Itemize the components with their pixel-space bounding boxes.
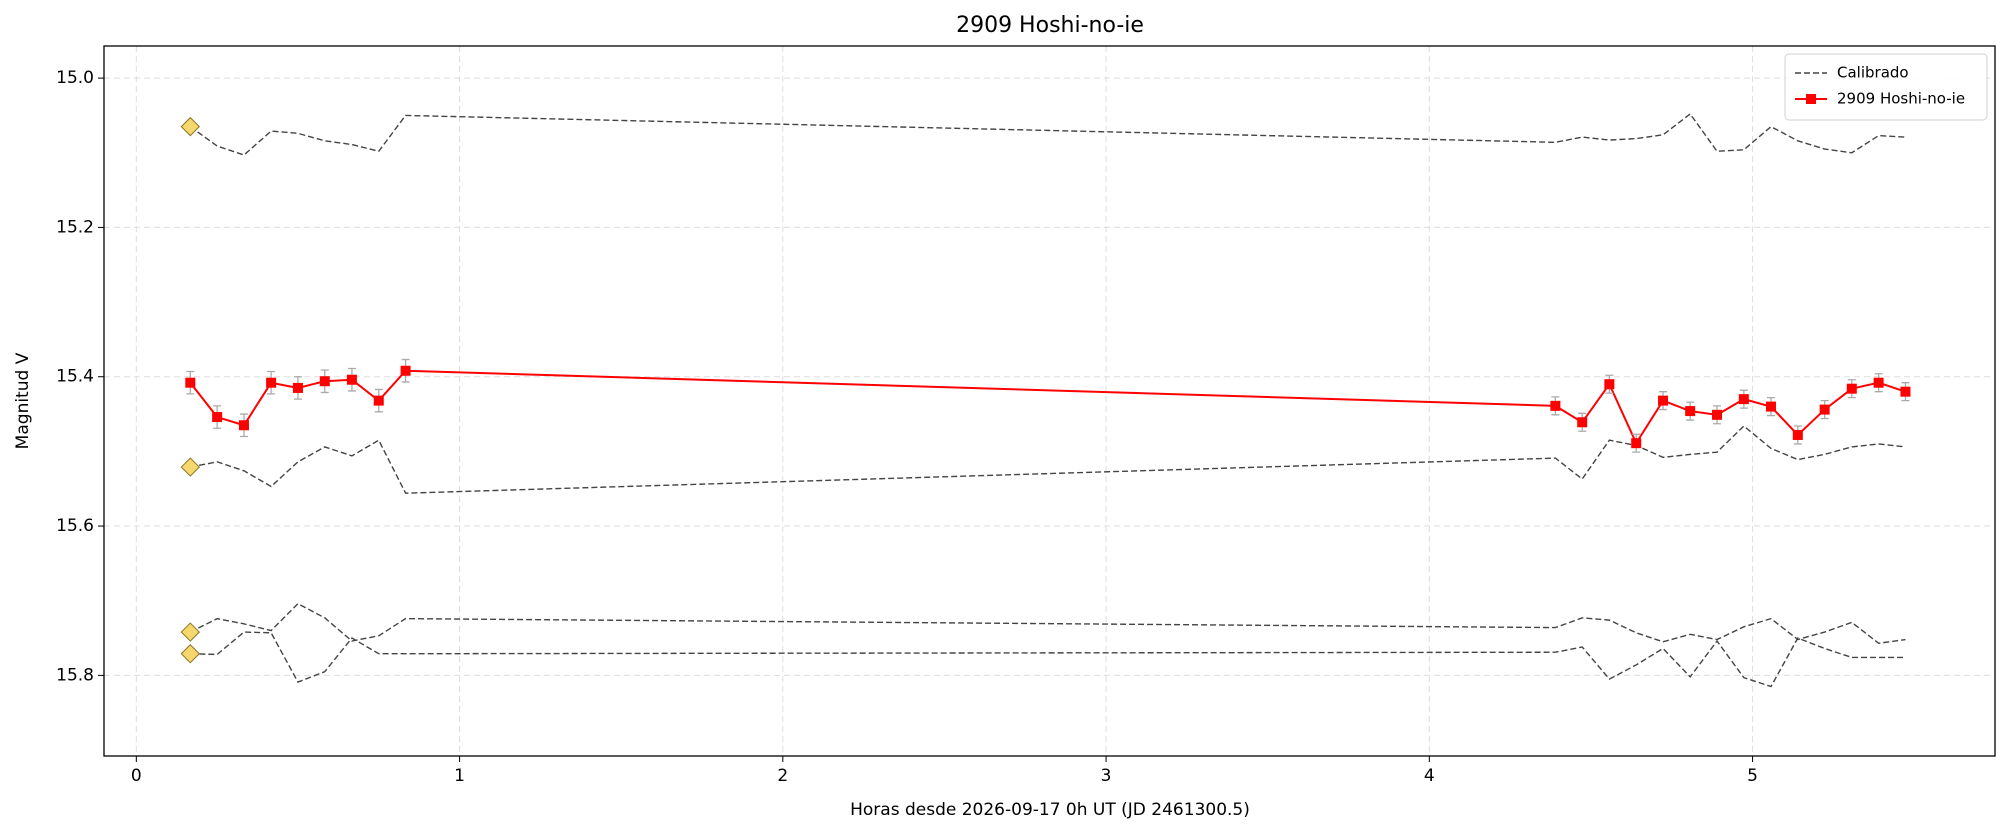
- reference-line: [189, 602, 1906, 645]
- data-point: [1765, 401, 1776, 412]
- data-point: [266, 377, 277, 388]
- x-tick-label: 5: [1747, 766, 1758, 786]
- series-line: [189, 369, 1906, 446]
- x-tick-label: 4: [1424, 766, 1435, 786]
- start-marker: [180, 457, 201, 477]
- data-point: [1900, 386, 1911, 397]
- x-tick-label: 2: [777, 766, 788, 786]
- data-point: [1819, 404, 1830, 415]
- reference-line: [190, 631, 1906, 688]
- data-point: [238, 420, 249, 431]
- plot-frame: [103, 45, 1996, 757]
- data-point: [1550, 400, 1561, 411]
- data-point: [212, 412, 223, 423]
- start-marker: [180, 622, 201, 642]
- x-axis-label: Horas desde 2026-09-17 0h UT (JD 2461300…: [850, 800, 1250, 820]
- legend-label: 2909 Hoshi-no-ie: [1837, 90, 1965, 108]
- legend-box: [1784, 53, 1988, 121]
- data-point: [1792, 429, 1803, 440]
- y-tick-label: 15.4: [56, 367, 94, 387]
- reference-line: [190, 425, 1906, 494]
- data-point: [1577, 417, 1588, 428]
- data-point: [1738, 394, 1749, 405]
- data-point: [1685, 406, 1696, 417]
- data-point: [319, 376, 330, 387]
- data-point: [1631, 438, 1642, 449]
- y-tick-label: 15.6: [56, 516, 94, 536]
- y-axis-label: Magnitud V: [13, 352, 33, 449]
- y-tick-label: 15.8: [56, 665, 94, 685]
- x-tick-label: 1: [454, 766, 465, 786]
- data-point: [373, 395, 384, 406]
- legend-label: Calibrado: [1837, 64, 1909, 82]
- reference-line: [189, 112, 1906, 156]
- data-point: [400, 365, 411, 376]
- data-point: [1846, 383, 1857, 394]
- data-point: [346, 374, 357, 385]
- data-point: [1712, 409, 1723, 420]
- data-point: [185, 377, 196, 388]
- y-tick-label: 15.0: [56, 68, 94, 88]
- start-marker: [180, 116, 201, 137]
- start-marker: [180, 644, 201, 664]
- data-point: [1873, 377, 1884, 388]
- data-point: [1604, 379, 1615, 390]
- legend-marker: [1806, 94, 1816, 104]
- x-tick-label: 0: [131, 766, 142, 786]
- data-point: [292, 382, 303, 393]
- chart-title: 2909 Hoshi-no-ie: [956, 13, 1144, 38]
- data-point: [1658, 395, 1669, 406]
- y-tick-label: 15.2: [56, 217, 94, 237]
- x-tick-label: 3: [1101, 766, 1112, 786]
